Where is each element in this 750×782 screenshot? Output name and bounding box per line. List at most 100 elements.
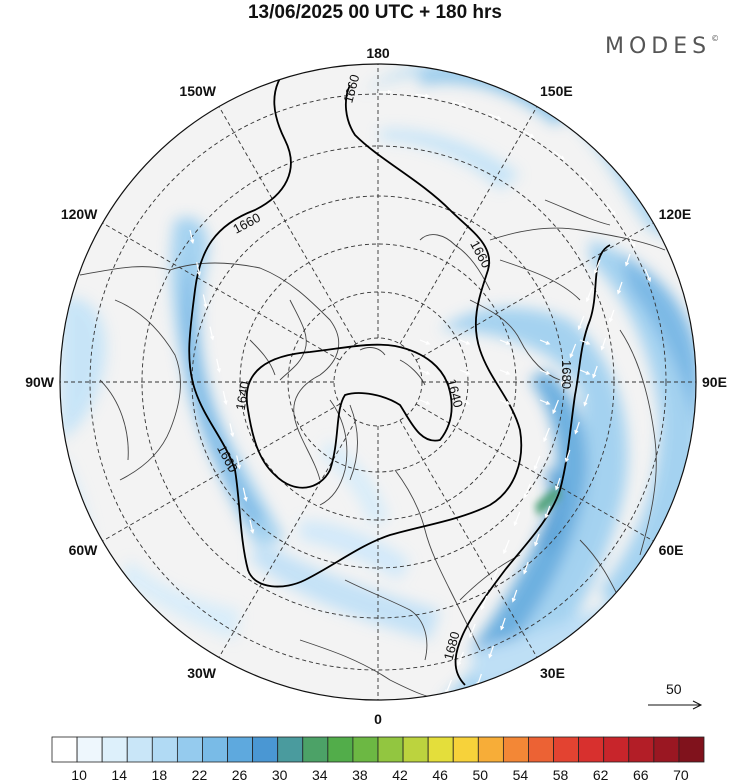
wind-arrow xyxy=(523,561,529,575)
wind-arrow xyxy=(419,369,431,375)
meridian-label: 30W xyxy=(187,665,217,681)
wind-arrow xyxy=(236,455,241,470)
brand-text: MODES xyxy=(605,34,712,59)
meridian-line xyxy=(399,419,538,658)
colorbar-tick: 70 xyxy=(673,767,689,782)
map-title: 13/06/2025 00 UTC + 180 hrs xyxy=(247,2,503,23)
colorbar-swatch xyxy=(151,736,178,763)
meridian-label: 150W xyxy=(179,83,216,99)
colorbar-tick: 34 xyxy=(312,767,328,782)
wind-arrow xyxy=(543,427,550,443)
wind-arrow xyxy=(513,511,521,527)
colorbar-tick: 14 xyxy=(111,767,127,782)
meridian-label: 120E xyxy=(659,206,692,222)
wind-arrow xyxy=(606,203,616,216)
colorbar-swatch xyxy=(528,736,554,763)
colorbar: 10 14 18 22 26 30 34 38 42 46 50 54 58 62 66 70 xyxy=(51,736,705,782)
wind-arrow xyxy=(491,567,499,583)
wind-arrow xyxy=(625,253,631,267)
colorbar-swatch xyxy=(176,736,203,763)
wind-arrow xyxy=(499,399,511,405)
meridian-label: 180 xyxy=(366,45,390,61)
wind-arrow xyxy=(500,617,506,631)
wind-arrow xyxy=(521,129,535,138)
colorbar-swatch xyxy=(603,736,630,763)
wind-arrow xyxy=(552,399,559,415)
wind-arrow xyxy=(189,229,195,244)
wind-arrow xyxy=(480,595,488,611)
wind-arrow xyxy=(222,390,228,406)
height-contours xyxy=(188,64,611,686)
wind-arrow xyxy=(593,259,601,275)
colorbar-tick: 66 xyxy=(633,767,649,782)
wind-arrow xyxy=(415,93,430,98)
colorbar-tick: 42 xyxy=(392,767,408,782)
colorbar-swatch xyxy=(653,736,680,763)
colorbar-tick: 46 xyxy=(432,767,448,782)
wind-arrow xyxy=(574,421,580,435)
colorbar-swatch xyxy=(427,736,454,763)
wind-arrow xyxy=(419,399,431,405)
wind-arrow xyxy=(592,365,598,379)
colorbar-swatch xyxy=(302,736,329,763)
wind-arrow xyxy=(419,339,431,345)
meridian-label: 30E xyxy=(540,665,565,681)
meridian-label: 60W xyxy=(69,542,99,558)
meridian-line xyxy=(399,106,538,345)
contour-label: 1660 xyxy=(340,73,362,105)
brand-logo: MODES© xyxy=(605,34,719,59)
wind-arrow xyxy=(511,589,518,603)
meridian-label: 150E xyxy=(540,83,573,99)
meridian-label: 120W xyxy=(61,206,98,222)
colorbar-tick: 62 xyxy=(593,767,609,782)
colorbar-swatch xyxy=(678,736,705,763)
wind-arrow xyxy=(202,294,208,309)
colorbar-swatch xyxy=(377,736,404,763)
meridian-label-group: 180 150E 120E 90E 60E 30E 0 30W 60W 90W 120W 150W xyxy=(25,45,727,727)
wind-arrow xyxy=(249,519,255,534)
colorbar-tick: 38 xyxy=(352,767,368,782)
colorbar-swatch xyxy=(252,736,279,763)
wind-arrow xyxy=(452,101,467,107)
wind-arrow xyxy=(488,645,494,659)
wind-arrow xyxy=(209,326,215,341)
contour-label: 1680 xyxy=(441,630,463,662)
wind-arrow xyxy=(555,477,561,491)
wind-arrow xyxy=(488,113,502,120)
wind-arrow xyxy=(196,262,201,277)
wind-arrow xyxy=(577,315,585,331)
wind-arrow xyxy=(544,505,551,519)
wind-arrow xyxy=(457,651,464,667)
wind-arrow xyxy=(627,234,636,248)
wind-arrow xyxy=(229,423,235,438)
reference-vector: 50 xyxy=(648,681,703,710)
wind-arrow xyxy=(581,175,593,186)
wind-arrow xyxy=(564,449,571,463)
wind-arrow xyxy=(534,533,540,547)
colorbar-tick: 58 xyxy=(553,767,569,782)
wind-arrow xyxy=(644,268,651,283)
wind-arrow xyxy=(600,337,607,351)
wind-arrow xyxy=(499,369,511,375)
wind-arrow xyxy=(459,399,471,405)
colorbar-tick: 22 xyxy=(192,767,208,782)
wind-arrow xyxy=(579,369,591,375)
wind-arrow xyxy=(617,281,623,295)
colorbar-tick: 30 xyxy=(272,767,288,782)
brand-mark: © xyxy=(711,34,720,43)
contour-label: 1640 xyxy=(444,377,466,409)
wind-arrow xyxy=(523,483,531,499)
colorbar-tick: 18 xyxy=(152,767,168,782)
meridian-label: 0 xyxy=(374,711,382,727)
colorbar-swatch xyxy=(227,736,254,763)
meridian-line xyxy=(415,222,654,361)
meridian-label: 90W xyxy=(25,374,55,390)
wind-arrow xyxy=(569,343,577,359)
colorbar-swatch xyxy=(628,736,655,763)
wind-arrow xyxy=(553,150,565,160)
meridian-line xyxy=(415,403,654,542)
map-boundary xyxy=(59,63,697,701)
wind-arrow xyxy=(539,369,551,375)
colorbar-swatch xyxy=(277,736,304,763)
